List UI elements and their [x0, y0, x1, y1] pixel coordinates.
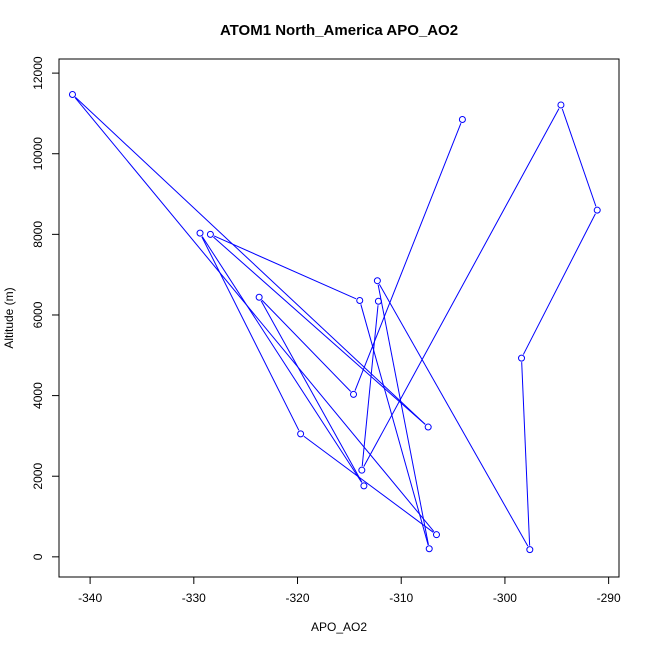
data-point: [356, 296, 364, 304]
y-tick-label: 0: [31, 553, 45, 560]
series-line-segment: [561, 108, 597, 207]
series-line-segment: [378, 283, 529, 547]
data-point: [593, 206, 601, 214]
data-point: [518, 354, 526, 362]
series-line-segment: [522, 213, 596, 355]
y-tick-label: 12000: [31, 56, 45, 90]
data-point: [526, 546, 534, 554]
data-point: [458, 115, 466, 123]
series-line-segment: [521, 362, 531, 546]
x-tick-label: -290: [597, 591, 621, 605]
data-point: [68, 90, 76, 98]
x-tick-label: -340: [78, 591, 102, 605]
data-point: [360, 482, 368, 490]
data-point: [557, 101, 565, 109]
data-point: [297, 430, 305, 438]
series-line-segment: [201, 236, 363, 483]
series-line-segment: [377, 284, 429, 545]
x-tick-label: -300: [493, 591, 517, 605]
data-point: [432, 531, 440, 539]
chart-title: ATOM1 North_America APO_AO2: [220, 22, 458, 39]
series-line-segment: [361, 305, 379, 467]
data-point: [373, 277, 381, 285]
x-tick-label: -320: [286, 591, 310, 605]
data-point: [358, 466, 366, 474]
x-tick-label: -330: [182, 591, 206, 605]
x-axis: -340 -330 -320 -310 -300 -290: [78, 576, 621, 605]
y-tick-label: 10000: [31, 137, 45, 171]
data-point: [374, 297, 382, 305]
x-tick-label: -310: [389, 591, 413, 605]
series-line-segment: [213, 235, 357, 300]
series-line-segment: [261, 299, 352, 392]
y-tick-label: 2000: [31, 463, 45, 490]
data-point: [206, 230, 214, 238]
y-axis: 0 2000 4000 6000 8000 10000 12000: [31, 56, 60, 560]
series-line-segment: [75, 96, 426, 425]
data-point: [255, 293, 263, 301]
series-line-segment: [213, 236, 426, 425]
series-lines: [74, 96, 597, 547]
y-tick-label: 4000: [31, 382, 45, 409]
series-line-segment: [360, 304, 429, 546]
y-tick-label: 8000: [31, 221, 45, 248]
series-line-segment: [201, 236, 300, 431]
x-axis-label: APO_AO2: [311, 620, 367, 634]
data-point: [425, 545, 433, 553]
series-line-segment: [260, 300, 363, 483]
series-line-segment: [303, 435, 434, 533]
series-line-segment: [363, 108, 560, 467]
data-point: [196, 229, 204, 237]
y-axis-label: Altitude (m): [2, 287, 16, 348]
y-tick-label: 6000: [31, 301, 45, 328]
data-point: [350, 390, 358, 398]
series-line-segment: [74, 97, 435, 532]
series-points: [68, 90, 601, 554]
data-point: [424, 423, 432, 431]
